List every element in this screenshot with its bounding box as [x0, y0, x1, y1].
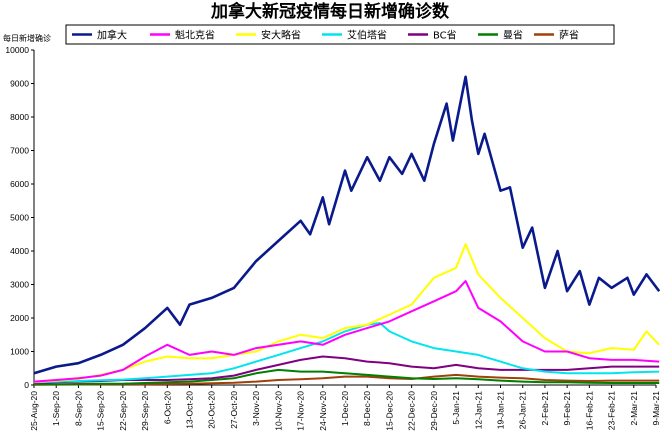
x-tick-label: 25-Aug-20 — [29, 391, 39, 431]
x-tick-label: 8-Sep-20 — [73, 391, 83, 426]
legend-label: 安大略省 — [261, 29, 301, 42]
x-tick-label: 10-Nov-20 — [273, 391, 283, 431]
legend-label: 曼省 — [503, 29, 523, 42]
x-tick-label: 20-Oct-20 — [207, 391, 217, 429]
y-tick-label: 2000 — [10, 313, 29, 323]
x-tick-label: 1-Sep-20 — [51, 391, 61, 426]
legend-label: 萨省 — [559, 29, 579, 42]
x-tick-label: 9-Feb-21 — [562, 391, 572, 426]
y-tick-label: 10000 — [5, 45, 29, 55]
y-ticks: 0 1000 2000 3000 4000 5000 6000 7000 8000 9000 100… — [5, 45, 34, 390]
x-tick-label: 5-Jan-21 — [451, 391, 461, 425]
series-line — [33, 243, 660, 383]
legend-label: 加拿大 — [97, 29, 127, 42]
series-line — [33, 280, 660, 383]
y-tick-label: 5000 — [10, 213, 29, 223]
y-tick-label: 8000 — [10, 112, 29, 122]
x-tick-label: 27-Oct-20 — [229, 391, 239, 429]
y-tick-label: 9000 — [10, 79, 29, 89]
x-tick-label: 15-Sep-20 — [96, 391, 106, 431]
series-line — [33, 368, 660, 386]
x-tick-label: 3-Nov-20 — [251, 391, 261, 426]
x-tick-label: 6-Oct-20 — [162, 391, 172, 424]
y-tick-label: 1000 — [10, 347, 29, 357]
legend: 加拿大 魁北克省 安大略省 艾伯塔省 BC省 曼省 萨省 — [72, 29, 579, 42]
y-tick-label: 3000 — [10, 280, 29, 290]
series-line — [33, 355, 660, 384]
x-tick-label: 13-Oct-20 — [185, 391, 195, 429]
y-axis-label: 每日新增确诊 — [3, 33, 51, 43]
series-line — [33, 75, 660, 375]
x-tick-label: 23-Feb-21 — [607, 391, 617, 430]
y-tick-label: 4000 — [10, 246, 29, 256]
x-tick-label: 22-Sep-20 — [118, 391, 128, 431]
x-tick-label: 8-Dec-20 — [362, 391, 372, 426]
x-tick-label: 12-Jan-21 — [473, 391, 483, 430]
x-tick-label: 1-Dec-20 — [340, 391, 350, 426]
plot-area — [33, 75, 660, 386]
x-tick-label: 29-Sep-20 — [140, 391, 150, 431]
x-tick-label: 2-Mar-21 — [629, 391, 639, 426]
x-tick-label: 22-Dec-20 — [407, 391, 417, 431]
y-tick-label: 0 — [24, 380, 29, 390]
legend-label: 魁北克省 — [175, 29, 215, 42]
x-tick-label: 16-Feb-21 — [584, 391, 594, 430]
x-ticks: 25-Aug-20 1-Sep-20 8-Sep-20 15-Sep-20 22-Sep… — [29, 385, 660, 431]
x-tick-label: 29-Dec-20 — [429, 391, 439, 431]
legend-label: BC省 — [433, 29, 457, 42]
x-tick-label: 26-Jan-21 — [518, 391, 528, 430]
chart-title: 加拿大新冠疫情每日新增确诊数 — [210, 1, 450, 22]
x-tick-label: 9-Mar-21 — [651, 391, 660, 426]
x-tick-label: 24-Nov-20 — [318, 391, 328, 431]
y-tick-label: 6000 — [10, 179, 29, 189]
x-tick-label: 15-Dec-20 — [384, 391, 394, 431]
y-tick-label: 7000 — [10, 146, 29, 156]
legend-label: 艾伯塔省 — [347, 29, 387, 42]
x-tick-label: 2-Feb-21 — [540, 391, 550, 426]
x-tick-label: 19-Jan-21 — [496, 391, 506, 430]
x-tick-label: 17-Nov-20 — [296, 391, 306, 431]
series-line — [33, 322, 660, 384]
